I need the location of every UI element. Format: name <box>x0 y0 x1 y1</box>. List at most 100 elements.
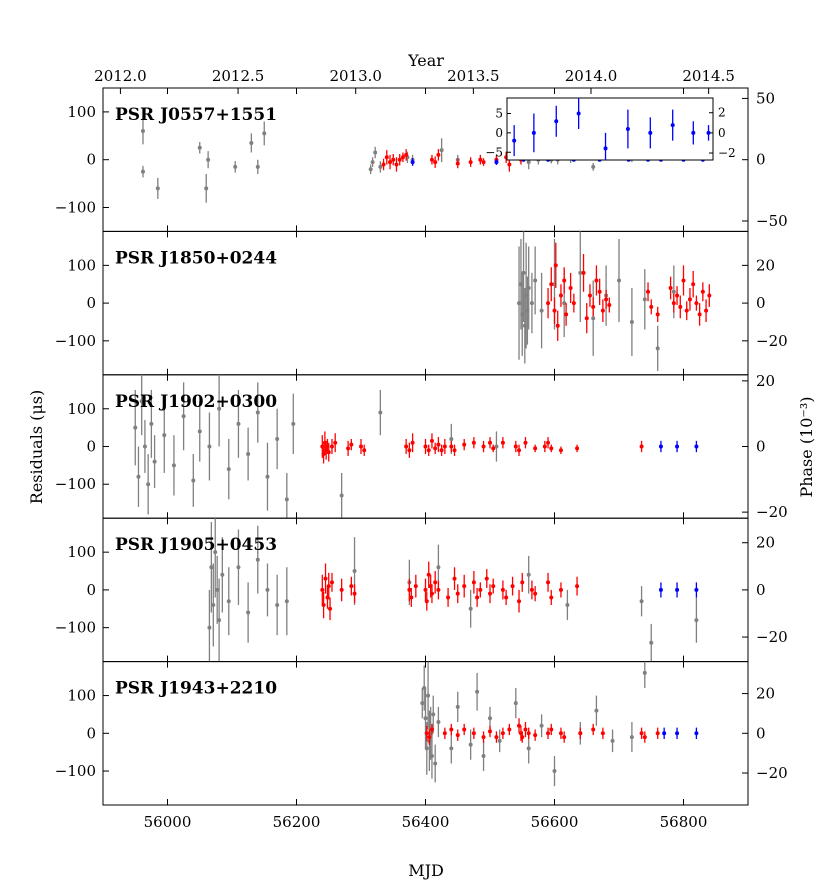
mjd-tick-label: 56600 <box>531 813 579 831</box>
mjd-tick-label: 56200 <box>273 813 321 831</box>
data-point <box>691 130 696 135</box>
data-point <box>552 769 557 774</box>
y-tick-label: −100 <box>55 199 96 217</box>
year-tick-label: 2014.5 <box>682 67 735 85</box>
data-point <box>462 584 467 589</box>
data-point <box>197 145 202 150</box>
data-point <box>265 587 270 592</box>
data-point <box>675 731 680 736</box>
data-point <box>362 448 367 453</box>
data-point <box>603 146 608 151</box>
series-archival <box>207 518 699 662</box>
data-point <box>394 162 399 167</box>
data-point <box>191 478 196 483</box>
data-point <box>478 587 483 592</box>
data-point <box>349 584 354 589</box>
series-timing <box>320 561 580 621</box>
panel-psr-j1905-0453: 100 0 −100 20 0 −20 PSR J1905+0453 <box>55 517 788 663</box>
data-point <box>275 602 280 607</box>
data-point <box>546 440 551 445</box>
data-point <box>523 440 528 445</box>
data-point <box>433 160 438 165</box>
data-point <box>513 444 518 449</box>
data-point <box>564 312 569 317</box>
data-point <box>429 753 434 758</box>
data-point <box>320 587 325 592</box>
series-timing <box>320 431 644 464</box>
data-point <box>642 670 647 675</box>
data-point <box>507 727 512 732</box>
data-point <box>352 569 357 574</box>
data-point <box>648 130 653 135</box>
data-point <box>439 448 444 453</box>
panel-data <box>133 374 699 519</box>
data-point <box>655 346 660 351</box>
data-point <box>658 444 663 449</box>
data-point <box>420 701 425 706</box>
data-point <box>681 278 686 283</box>
data-point <box>246 610 251 615</box>
data-point <box>591 164 596 169</box>
data-point <box>494 444 499 449</box>
data-point <box>255 410 260 415</box>
y-tick-label: 0 <box>86 294 96 312</box>
data-point <box>215 587 220 592</box>
data-point <box>213 550 218 555</box>
data-point <box>533 278 538 283</box>
data-point <box>549 595 554 600</box>
data-point <box>520 580 525 585</box>
data-point <box>381 162 386 167</box>
year-tick-label: 2012.0 <box>94 67 147 85</box>
data-point <box>491 446 496 451</box>
data-point <box>455 161 460 166</box>
data-point <box>549 727 554 732</box>
data-point <box>649 304 654 309</box>
data-point <box>404 444 409 449</box>
data-point <box>400 155 405 160</box>
series-timing <box>546 242 712 341</box>
data-point <box>149 421 154 426</box>
series-archival <box>133 374 499 519</box>
data-point <box>671 301 676 306</box>
data-point <box>591 727 596 732</box>
data-point <box>539 308 544 313</box>
year-tick-label: 2014.0 <box>565 67 618 85</box>
data-point <box>481 735 486 740</box>
data-point <box>407 587 412 592</box>
data-point <box>424 599 429 604</box>
data-point <box>581 270 586 275</box>
data-point <box>504 595 509 600</box>
phase-tick-label: 20 <box>756 372 775 390</box>
data-point <box>449 746 454 751</box>
data-point <box>513 701 518 706</box>
y-tick-label: 100 <box>67 400 96 418</box>
data-point <box>384 155 389 160</box>
data-point <box>526 572 531 577</box>
data-point <box>426 448 431 453</box>
data-point <box>326 450 331 455</box>
data-point <box>468 606 473 611</box>
data-point <box>529 587 534 592</box>
data-point <box>584 316 589 321</box>
data-point <box>526 286 531 291</box>
data-point <box>236 421 241 426</box>
phase-tick-label: 0 <box>756 581 766 599</box>
data-point <box>378 164 383 169</box>
data-point <box>526 746 531 751</box>
data-point <box>284 599 289 604</box>
data-point <box>431 712 436 717</box>
inset-tick-label: −2 <box>718 146 736 160</box>
data-point <box>671 289 676 294</box>
data-point <box>531 130 536 135</box>
data-point <box>429 727 434 732</box>
data-point <box>452 448 457 453</box>
data-point <box>209 565 214 570</box>
data-point <box>433 446 438 451</box>
data-point <box>668 286 673 291</box>
data-point <box>507 162 512 167</box>
data-point <box>136 474 141 479</box>
data-point <box>423 716 428 721</box>
data-point <box>433 580 438 585</box>
y-tick-label: 100 <box>67 103 96 121</box>
data-point <box>455 733 460 738</box>
